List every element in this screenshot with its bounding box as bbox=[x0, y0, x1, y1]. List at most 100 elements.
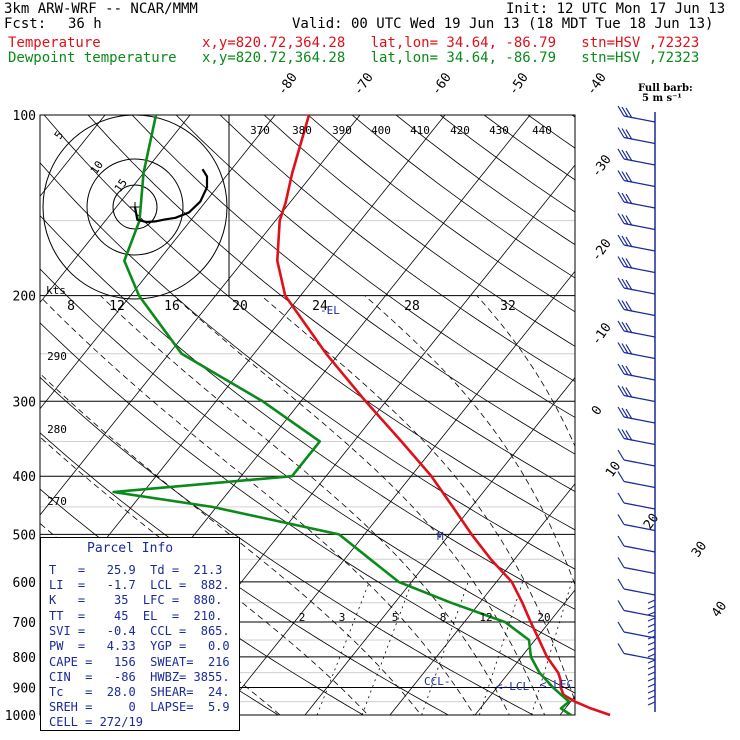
lower-wind-barb-9 bbox=[647, 653, 656, 658]
theta-label-410: 410 bbox=[410, 124, 430, 137]
dry-adiabat-410 bbox=[351, 115, 575, 279]
temperature-legend: Temperature bbox=[8, 35, 101, 51]
theta-label-370: 370 bbox=[250, 124, 270, 137]
wind-barb-10 bbox=[617, 320, 656, 338]
wind-barb-21 bbox=[617, 557, 656, 575]
lower-wind-barb-13 bbox=[647, 677, 656, 682]
hodograph-speed-label-16: 16 bbox=[164, 299, 180, 314]
hodograph-ring-10 bbox=[86, 158, 184, 256]
isotherm--10 bbox=[304, 376, 575, 715]
hodograph-speed-label-20: 20 bbox=[232, 299, 248, 314]
wind-barb-18 bbox=[617, 492, 656, 510]
parcel-row-cell: CELL = 272/19 bbox=[49, 715, 143, 729]
parcel-info-title: Parcel Info bbox=[87, 541, 174, 556]
hodograph-speed-label-24: 24 bbox=[312, 299, 328, 314]
mixing-ratio-12 bbox=[531, 581, 573, 715]
valid-time: Valid: 00 UTC Wed 19 Jun 13 (18 MDT Tue … bbox=[292, 16, 714, 32]
theta-label-430: 430 bbox=[489, 124, 509, 137]
model-title: 3km ARW-WRF -- NCAR/MMM bbox=[4, 1, 198, 17]
hodograph-speed-label-32: 32 bbox=[500, 299, 516, 314]
lfc-marker: <-LFC bbox=[540, 678, 573, 691]
moist-adiabat-20 bbox=[173, 295, 546, 715]
lower-wind-barb-12 bbox=[647, 671, 656, 676]
dry-adiabat-430 bbox=[439, 115, 575, 213]
lower-wind-barb-6 bbox=[647, 635, 656, 640]
lower-wind-barb-7 bbox=[647, 641, 656, 646]
lower-wind-barb-15 bbox=[647, 689, 656, 694]
wind-barb-2 bbox=[617, 148, 656, 166]
parcel-row-li: LI = -1.7 LCL = 882. bbox=[49, 578, 230, 592]
theta-label-390: 390 bbox=[332, 124, 352, 137]
hodograph-ring-label-10: 10 bbox=[88, 158, 106, 176]
wind-barb-23 bbox=[617, 600, 656, 618]
pressure-tick-300: 300 bbox=[13, 395, 36, 410]
dewpoint-profile bbox=[112, 114, 572, 717]
lower-wind-barb-0 bbox=[647, 599, 656, 604]
wind-barb-5 bbox=[617, 213, 656, 231]
pressure-tick-400: 400 bbox=[13, 470, 36, 485]
pressure-tick-900: 900 bbox=[13, 682, 36, 697]
isotherm-label--10: -10 bbox=[589, 320, 615, 348]
hodograph-ring-label-5: 5 bbox=[52, 129, 66, 142]
temperature-profile bbox=[276, 114, 611, 717]
mixing-ratio-label-3: 3 bbox=[339, 611, 346, 624]
lower-wind-barb-2 bbox=[647, 611, 656, 616]
hodograph-ring-5 bbox=[42, 114, 228, 300]
isotherm-label--30: -30 bbox=[589, 152, 615, 180]
wind-barb-6 bbox=[617, 234, 656, 252]
hodograph-speed-label-28: 28 bbox=[404, 299, 420, 314]
lower-wind-barb-14 bbox=[647, 683, 656, 688]
wind-barb-1 bbox=[617, 127, 656, 145]
isotherm-label--60: -60 bbox=[429, 70, 455, 98]
moist-adiabat-36 bbox=[580, 296, 686, 728]
plot-frame bbox=[39, 114, 576, 716]
wind-barb-15 bbox=[617, 428, 656, 446]
el-marker: -EL bbox=[320, 304, 340, 317]
dry-adiabat-370 bbox=[175, 115, 575, 418]
dry-adiabat-360 bbox=[131, 115, 575, 455]
isotherm-20 bbox=[559, 695, 575, 715]
wind-barb-19 bbox=[617, 514, 656, 532]
hodograph-speed-label-12: 12 bbox=[109, 299, 125, 314]
wind-barb-9 bbox=[617, 299, 656, 317]
isotherm-40 bbox=[730, 115, 740, 715]
mixing-ratio-label-2: 2 bbox=[299, 611, 306, 624]
hodograph-speed-label-8: 8 bbox=[67, 299, 75, 314]
dry-adiabat-460 bbox=[571, 115, 575, 118]
wind-barb-24 bbox=[617, 621, 656, 639]
isotherm--70 bbox=[40, 115, 276, 410]
wind-barb-20 bbox=[617, 535, 656, 553]
pressure-tick-700: 700 bbox=[13, 616, 36, 631]
isotherm--60 bbox=[40, 115, 361, 516]
moist-adiabat-28 bbox=[364, 295, 575, 587]
isotherm-label-20: 20 bbox=[641, 511, 662, 532]
parcel-info-panel: Parcel Info T = 25.9 Td = 21.3 LI = -1.7… bbox=[40, 537, 240, 731]
moist-adiabat-12 bbox=[40, 295, 475, 715]
wind-barb-7 bbox=[617, 256, 656, 274]
isotherm-label-30: 30 bbox=[689, 539, 710, 560]
hodograph-trace bbox=[133, 168, 209, 224]
parcel-row-sreh: SREH = 0 LAPSE= 5.9 bbox=[49, 700, 230, 714]
ccl-marker: CCL- bbox=[424, 675, 451, 688]
dry-adiabat-310 bbox=[40, 268, 575, 652]
parcel-row-k: K = 35 LFC = 880. bbox=[49, 593, 223, 607]
lcl-marker: <-LCL bbox=[496, 680, 529, 693]
isotherm-label-40: 40 bbox=[709, 599, 730, 620]
temperature-station-info: x,y=820.72,364.28 lat,lon= 34.64, -86.79… bbox=[202, 35, 700, 51]
pressure-tick-100: 100 bbox=[13, 109, 36, 124]
lower-wind-barb-3 bbox=[647, 617, 656, 622]
lower-wind-barb-5 bbox=[647, 629, 656, 634]
wind-barb-3 bbox=[617, 170, 656, 188]
wind-barb-13 bbox=[617, 385, 656, 403]
lower-wind-barb-8 bbox=[647, 647, 656, 652]
barb-legend-title: Full barb: bbox=[638, 83, 693, 94]
parcel-row-cin: CIN = -86 HWBZ= 3855. bbox=[49, 670, 230, 684]
isotherm-label--40: -40 bbox=[584, 70, 610, 98]
wind-barb-17 bbox=[617, 471, 656, 489]
pressure-tick-600: 600 bbox=[13, 576, 36, 591]
theta-label-420: 420 bbox=[450, 124, 470, 137]
init-time: Init: 12 UTC Mon 17 Jun 13 bbox=[506, 1, 726, 17]
wind-barb-8 bbox=[617, 277, 656, 295]
isotherm-10 bbox=[474, 589, 575, 715]
